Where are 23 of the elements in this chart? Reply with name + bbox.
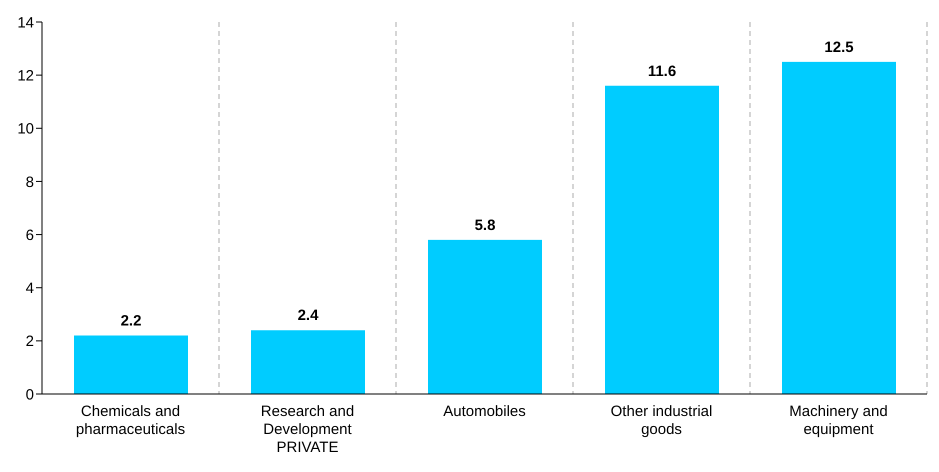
bar xyxy=(782,62,896,394)
data-label: 11.6 xyxy=(648,62,676,80)
y-tick-label: 0 xyxy=(26,386,34,404)
y-tick-label: 6 xyxy=(26,226,34,244)
data-label: 12.5 xyxy=(824,38,854,56)
data-label: 2.2 xyxy=(120,312,142,330)
y-tick-label: 14 xyxy=(17,14,34,32)
bar xyxy=(74,336,188,394)
x-tick-label: Automobiles xyxy=(443,403,526,420)
bar xyxy=(428,240,542,394)
bar xyxy=(605,86,719,394)
y-tick-label: 12 xyxy=(17,67,34,84)
data-label: 2.4 xyxy=(298,307,320,324)
y-tick-label: 2 xyxy=(26,333,34,350)
x-tick-label: Research and Development PRIVATE xyxy=(260,403,354,456)
x-tick-label: Other industrial goods xyxy=(610,403,712,438)
x-tick-label: Chemicals and pharmaceuticals xyxy=(76,403,186,438)
x-tick-label: Machinery and equipment xyxy=(789,403,888,438)
y-tick-label: 10 xyxy=(17,120,34,138)
data-label: 5.8 xyxy=(474,216,496,234)
y-tick-label: 8 xyxy=(26,174,34,191)
y-tick-label: 4 xyxy=(26,280,34,298)
bar xyxy=(251,330,365,394)
